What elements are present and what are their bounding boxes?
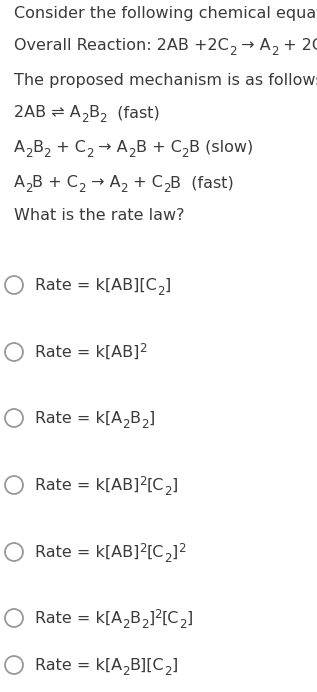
Text: 2: 2 [164, 665, 172, 678]
Text: The proposed mechanism is as follows:: The proposed mechanism is as follows: [14, 73, 317, 88]
Text: 2: 2 [139, 475, 147, 488]
Text: 2: 2 [229, 45, 236, 58]
Text: ]: ] [172, 478, 178, 493]
Text: 2: 2 [163, 182, 170, 195]
Text: Rate = k[AB]: Rate = k[AB] [35, 478, 139, 493]
Text: 2: 2 [154, 608, 162, 621]
Text: 2: 2 [122, 665, 130, 678]
Text: 2: 2 [25, 147, 33, 160]
Text: 2: 2 [122, 618, 130, 631]
Text: B + C: B + C [135, 140, 181, 155]
Text: [C: [C [147, 478, 164, 493]
Text: What is the rate law?: What is the rate law? [14, 208, 184, 223]
Text: 2: 2 [179, 618, 187, 631]
Text: 2: 2 [164, 552, 172, 565]
Text: ]: ] [164, 278, 171, 293]
Text: ]: ] [187, 611, 193, 626]
Text: [C: [C [147, 545, 164, 560]
Text: 2: 2 [122, 418, 130, 431]
Text: B: B [88, 105, 99, 120]
Text: ]: ] [148, 611, 154, 626]
Text: Rate = k[AB][C: Rate = k[AB][C [35, 278, 157, 293]
Text: 2: 2 [271, 45, 278, 58]
Text: B (slow): B (slow) [189, 140, 253, 155]
Text: B: B [130, 611, 141, 626]
Text: Consider the following chemical equation:: Consider the following chemical equation… [14, 6, 317, 21]
Text: Rate = k[A: Rate = k[A [35, 411, 122, 426]
Text: 2: 2 [128, 147, 135, 160]
Text: A: A [14, 175, 25, 190]
Text: + 2C: + 2C [278, 38, 317, 53]
Text: 2: 2 [164, 485, 172, 498]
Text: 2: 2 [81, 112, 88, 125]
Text: 2: 2 [139, 542, 147, 555]
Text: Rate = k[AB]: Rate = k[AB] [35, 545, 139, 560]
Text: 2: 2 [141, 618, 148, 631]
Text: + C: + C [128, 175, 163, 190]
Text: Rate = k[A: Rate = k[A [35, 611, 122, 626]
Text: 2: 2 [25, 182, 33, 195]
Text: (fast): (fast) [107, 105, 159, 120]
Text: 2: 2 [78, 182, 86, 195]
Text: ]: ] [172, 545, 178, 560]
Text: + C: + C [51, 140, 86, 155]
Text: ]: ] [172, 658, 178, 673]
Text: Rate = k[AB]: Rate = k[AB] [35, 345, 139, 360]
Text: → A: → A [94, 140, 128, 155]
Text: B + C: B + C [33, 175, 78, 190]
Text: 2AB ⇌ A: 2AB ⇌ A [14, 105, 81, 120]
Text: 2: 2 [181, 147, 189, 160]
Text: B: B [130, 411, 141, 426]
Text: 2: 2 [99, 112, 107, 125]
Text: [C: [C [162, 611, 179, 626]
Text: 2: 2 [43, 147, 51, 160]
Text: Overall Reaction: 2AB +2C: Overall Reaction: 2AB +2C [14, 38, 229, 53]
Text: 2: 2 [141, 418, 148, 431]
Text: B  (fast): B (fast) [170, 175, 234, 190]
Text: B: B [33, 140, 43, 155]
Text: 2: 2 [120, 182, 128, 195]
Text: ]: ] [148, 411, 154, 426]
Text: 2: 2 [157, 285, 164, 298]
Text: 2: 2 [139, 342, 147, 355]
Text: 2: 2 [178, 542, 185, 555]
Text: → A: → A [86, 175, 120, 190]
Text: → A: → A [236, 38, 271, 53]
Text: B][C: B][C [130, 658, 164, 673]
Text: 2: 2 [86, 147, 94, 160]
Text: Rate = k[A: Rate = k[A [35, 658, 122, 673]
Text: A: A [14, 140, 25, 155]
